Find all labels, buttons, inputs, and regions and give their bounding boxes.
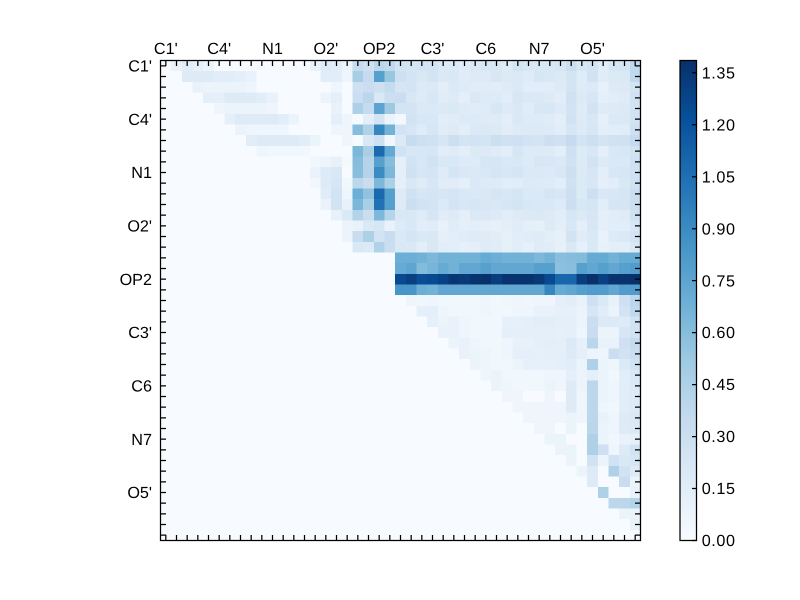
svg-text:1.20: 1.20 [702, 116, 736, 134]
svg-text:0.60: 0.60 [702, 324, 736, 342]
svg-text:OP2: OP2 [363, 40, 395, 58]
svg-text:C4': C4' [128, 111, 152, 129]
svg-text:0.45: 0.45 [702, 376, 736, 394]
svg-text:0.30: 0.30 [702, 428, 736, 446]
svg-text:N1: N1 [262, 40, 283, 58]
svg-text:C6: C6 [475, 40, 496, 58]
svg-text:C3': C3' [128, 324, 152, 342]
svg-text:C1': C1' [128, 57, 152, 75]
svg-text:1.05: 1.05 [702, 168, 736, 186]
svg-text:0.15: 0.15 [702, 480, 736, 498]
svg-text:O5': O5' [127, 484, 152, 502]
svg-text:N7: N7 [529, 40, 550, 58]
svg-text:C6: C6 [131, 377, 152, 395]
svg-text:1.35: 1.35 [702, 64, 736, 82]
svg-text:0.00: 0.00 [702, 532, 736, 550]
svg-text:O5': O5' [580, 40, 605, 58]
svg-text:C3': C3' [421, 40, 445, 58]
svg-text:OP2: OP2 [120, 271, 152, 289]
svg-text:C1': C1' [154, 40, 178, 58]
svg-text:N7: N7 [131, 431, 152, 449]
svg-text:N1: N1 [131, 164, 152, 182]
svg-text:C4': C4' [207, 40, 231, 58]
svg-text:O2': O2' [127, 217, 152, 235]
svg-text:0.75: 0.75 [702, 272, 736, 290]
svg-text:0.90: 0.90 [702, 220, 736, 238]
svg-text:O2': O2' [313, 40, 338, 58]
